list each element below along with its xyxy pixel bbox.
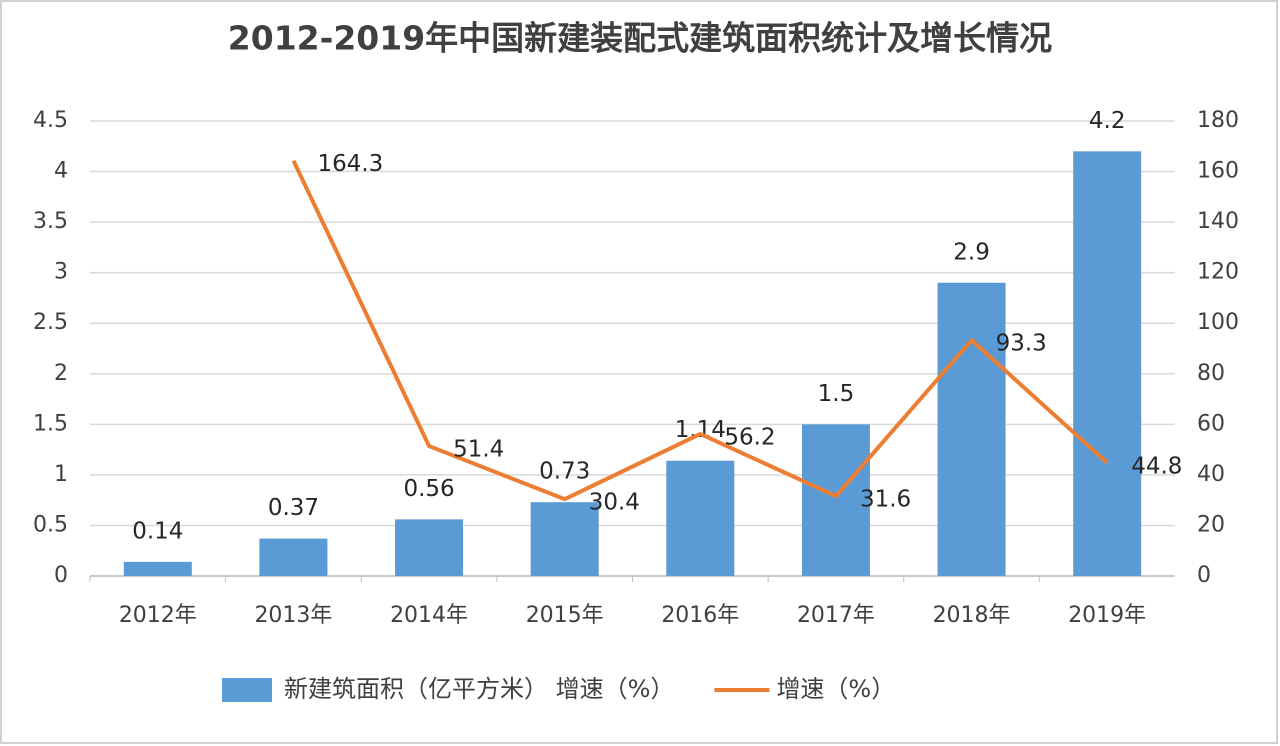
data-label: 2.9	[953, 239, 990, 265]
data-label: 164.3	[317, 151, 383, 177]
line	[291, 159, 1109, 502]
data-label: 93.3	[996, 331, 1047, 357]
x-tick-label: 2016年	[661, 603, 739, 628]
x-tick-label: 2014年	[390, 603, 468, 628]
bar	[666, 460, 735, 576]
y2-tick-label: 140	[1197, 209, 1239, 234]
x-tick-label: 2015年	[526, 603, 604, 628]
bar	[530, 502, 599, 576]
x-tick-label: 2012年	[119, 603, 197, 628]
y2-tick-label: 40	[1197, 462, 1225, 487]
y-tick-label: 3.5	[33, 209, 68, 234]
data-label: 30.4	[589, 490, 640, 516]
data-label: 1.5	[818, 381, 855, 407]
y2-tick-label: 100	[1197, 310, 1239, 335]
y2-tick-label: 0	[1197, 563, 1211, 588]
chart-title: 2012-2019年中国新建装配式建筑面积统计及增长情况	[228, 19, 1052, 58]
data-label: 56.2	[724, 424, 775, 450]
bar	[395, 519, 464, 576]
data-label: 1.14	[675, 417, 726, 443]
y-tick-label: 2	[54, 361, 68, 386]
y2-tick-label: 60	[1197, 411, 1225, 436]
y-tick-label: 4	[54, 159, 68, 184]
x-tick-label: 2013年	[254, 603, 332, 628]
legend-label: 增速（%）	[776, 675, 895, 703]
x-tick-label: 2019年	[1068, 603, 1146, 628]
y-tick-label: 0	[54, 563, 68, 588]
data-label: 0.73	[539, 459, 590, 485]
legend-label: 新建筑面积（亿平方米） 增速（%）	[284, 675, 674, 703]
data-label: 0.37	[268, 495, 319, 521]
bar	[123, 561, 192, 576]
y-tick-label: 1	[54, 462, 68, 487]
data-label: 0.56	[403, 476, 454, 502]
bar	[801, 424, 870, 576]
y-tick-label: 2.5	[33, 310, 68, 335]
x-tick-label: 2018年	[933, 603, 1011, 628]
y2-tick-label: 120	[1197, 260, 1239, 285]
data-label: 4.2	[1089, 108, 1126, 134]
x-tick-label: 2017年	[797, 603, 875, 628]
y-tick-label: 1.5	[33, 411, 68, 436]
legend-swatch	[222, 678, 272, 702]
y-tick-label: 4.5	[33, 108, 68, 133]
y2-tick-label: 80	[1197, 361, 1225, 386]
data-label: 44.8	[1131, 453, 1182, 479]
y-tick-label: 3	[54, 260, 68, 285]
bar	[1073, 151, 1142, 577]
data-label: 0.14	[132, 518, 183, 544]
y2-tick-label: 160	[1197, 159, 1239, 184]
y2-tick-label: 20	[1197, 512, 1225, 537]
data-label: 31.6	[860, 487, 911, 513]
bar	[259, 538, 328, 576]
bar	[937, 282, 1006, 576]
y-tick-label: 0.5	[33, 512, 68, 537]
data-label: 51.4	[453, 437, 504, 463]
y2-tick-label: 180	[1197, 108, 1239, 133]
